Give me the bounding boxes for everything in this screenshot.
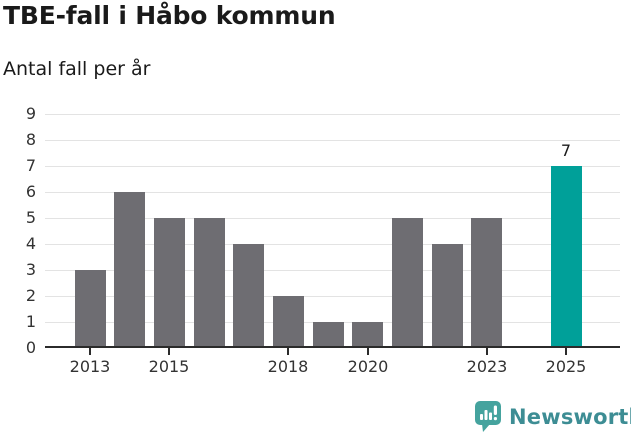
- x-tick-2013: [89, 348, 91, 355]
- gridline-y-4: [45, 244, 620, 245]
- bar-2016: [194, 218, 225, 348]
- y-tick-label: 3: [25, 260, 36, 279]
- x-tick-2020: [367, 348, 369, 355]
- bar-2023: [471, 218, 502, 348]
- y-tick-label: 2: [25, 286, 36, 305]
- x-tick-label: 2020: [347, 357, 389, 376]
- bar-2021: [392, 218, 423, 348]
- gridline-y-8: [45, 140, 620, 141]
- exclamation-line: [493, 405, 497, 415]
- bar-2022: [432, 244, 463, 348]
- x-tick-label: 2025: [545, 357, 587, 376]
- bar-2020: [352, 322, 383, 348]
- bar-2025: [551, 166, 582, 348]
- y-tick-label: 5: [25, 208, 36, 227]
- bar-2018: [273, 296, 304, 348]
- y-tick-label: 9: [25, 104, 36, 123]
- bar-2014: [114, 192, 145, 348]
- newsworthy-logo-icon: [475, 401, 501, 432]
- y-tick-label: 8: [25, 130, 36, 149]
- bar-2013: [75, 270, 106, 348]
- gridline-y-9: [45, 114, 620, 115]
- x-tick-label: 2013: [69, 357, 111, 376]
- highlight-value-label: 7: [560, 141, 572, 160]
- gridline-y-6: [45, 192, 620, 193]
- x-tick-label: 2018: [267, 357, 309, 376]
- gridline-y-3: [45, 270, 620, 271]
- bar-2017: [233, 244, 264, 348]
- x-tick-2018: [287, 348, 289, 355]
- x-tick-2025: [565, 348, 567, 355]
- chart-title: TBE-fall i Håbo kommun: [3, 1, 336, 30]
- x-tick-label: 2023: [466, 357, 508, 376]
- y-tick-label: 1: [25, 312, 36, 331]
- x-tick-2023: [486, 348, 488, 355]
- exclamation-dot: [493, 417, 497, 421]
- brand-name: Newsworthy: [509, 404, 631, 429]
- brand-footer: Newsworthy: [474, 400, 631, 433]
- bar-2019: [313, 322, 344, 348]
- y-tick-label: 0: [25, 338, 36, 357]
- gridline-y-7: [45, 166, 620, 167]
- x-axis-line: [45, 346, 620, 348]
- y-tick-label: 7: [25, 156, 36, 175]
- chart-subtitle: Antal fall per år: [3, 58, 151, 80]
- y-tick-label: 6: [25, 182, 36, 201]
- logo-mini-bar-chart: [480, 405, 497, 421]
- y-tick-label: 4: [25, 234, 36, 253]
- gridline-y-5: [45, 218, 620, 219]
- x-tick-2015: [168, 348, 170, 355]
- x-tick-label: 2015: [148, 357, 190, 376]
- gridline-y-2: [45, 296, 620, 297]
- bar-2015: [154, 218, 185, 348]
